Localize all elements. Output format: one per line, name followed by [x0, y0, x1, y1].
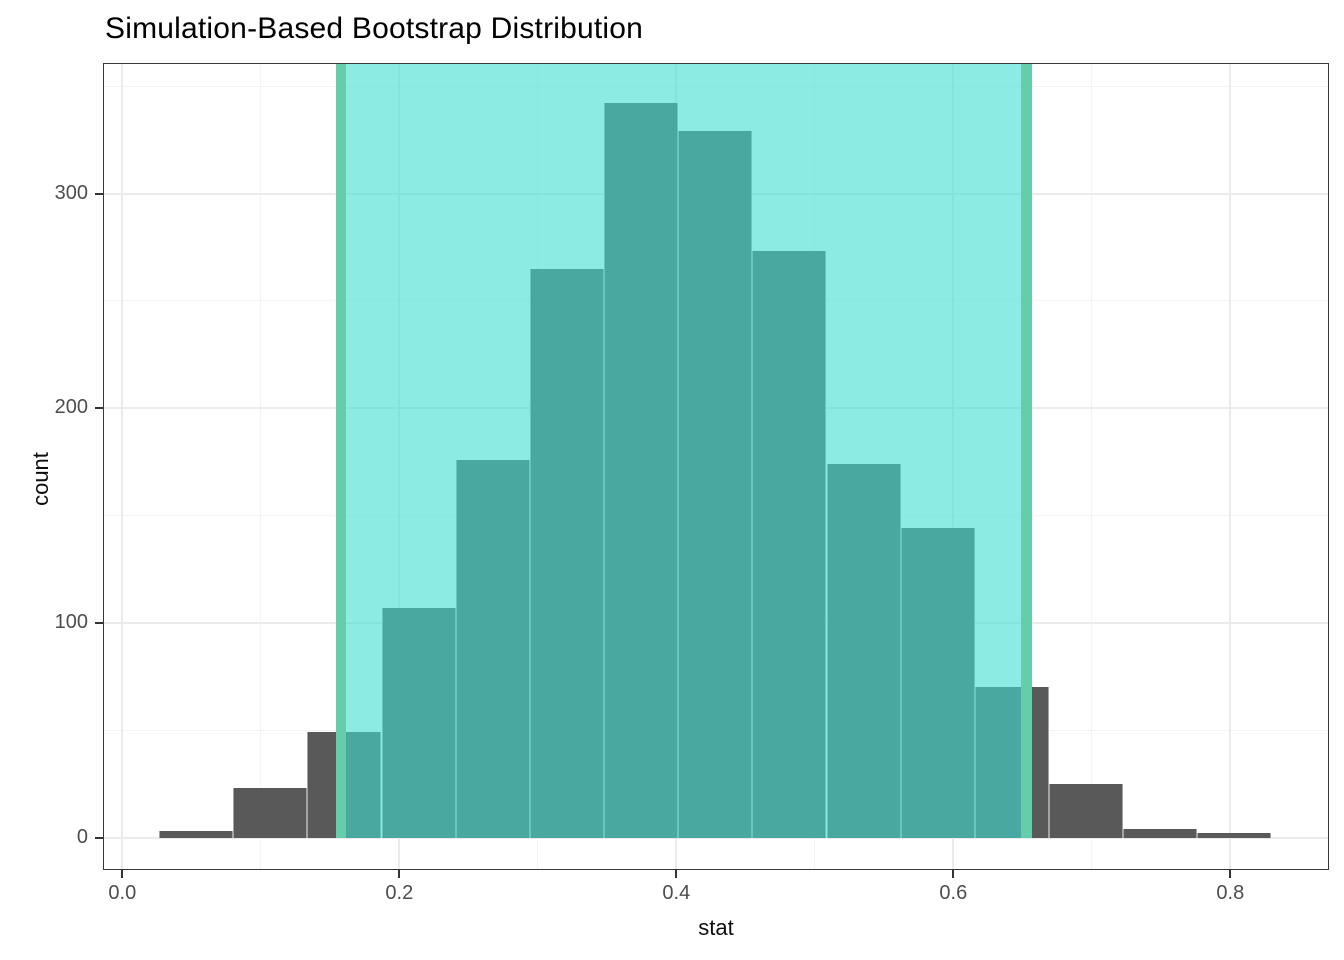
histogram-bar — [159, 831, 234, 838]
histogram-bar — [1197, 833, 1272, 838]
histogram-bar — [233, 788, 308, 838]
x-axis-tick — [952, 870, 955, 878]
plot-title: Simulation-Based Bootstrap Distribution — [105, 12, 644, 45]
y-axis-tick — [95, 192, 103, 195]
gridline-minor-vertical — [260, 63, 262, 870]
gridline-major-vertical — [1229, 63, 1232, 870]
gridline-major-vertical — [121, 63, 124, 870]
gridline-minor-vertical — [1091, 63, 1093, 870]
gridline-major-horizontal — [103, 836, 1329, 839]
y-axis-tick — [95, 836, 103, 839]
y-axis-tick-label: 200 — [54, 396, 88, 419]
y-axis-tick — [95, 621, 103, 624]
plot-panel — [103, 63, 1329, 870]
ci-lower-line — [335, 63, 347, 838]
confidence-band — [341, 63, 1027, 838]
y-axis-tick-label: 100 — [54, 610, 88, 633]
x-axis-tick — [1229, 870, 1232, 878]
x-axis-tick — [121, 870, 124, 878]
x-axis-tick-label: 0.6 — [939, 882, 968, 904]
x-axis-tick-label: 0.0 — [108, 882, 137, 904]
y-axis-tick-label: 300 — [54, 181, 88, 204]
y-axis-tick — [95, 407, 103, 410]
x-axis-tick-label: 0.2 — [385, 882, 414, 904]
histogram-bar — [1123, 829, 1198, 838]
y-axis-title: count — [27, 452, 53, 506]
x-axis-tick — [675, 870, 678, 878]
y-axis-tick-label: 0 — [76, 825, 88, 848]
x-axis-tick-label: 0.8 — [1216, 882, 1245, 904]
ci-upper-line — [1021, 63, 1032, 838]
x-axis-tick-label: 0.4 — [662, 882, 691, 904]
histogram-bar — [1049, 784, 1124, 838]
x-axis-title: stat — [698, 915, 734, 940]
x-axis-tick — [398, 870, 401, 878]
